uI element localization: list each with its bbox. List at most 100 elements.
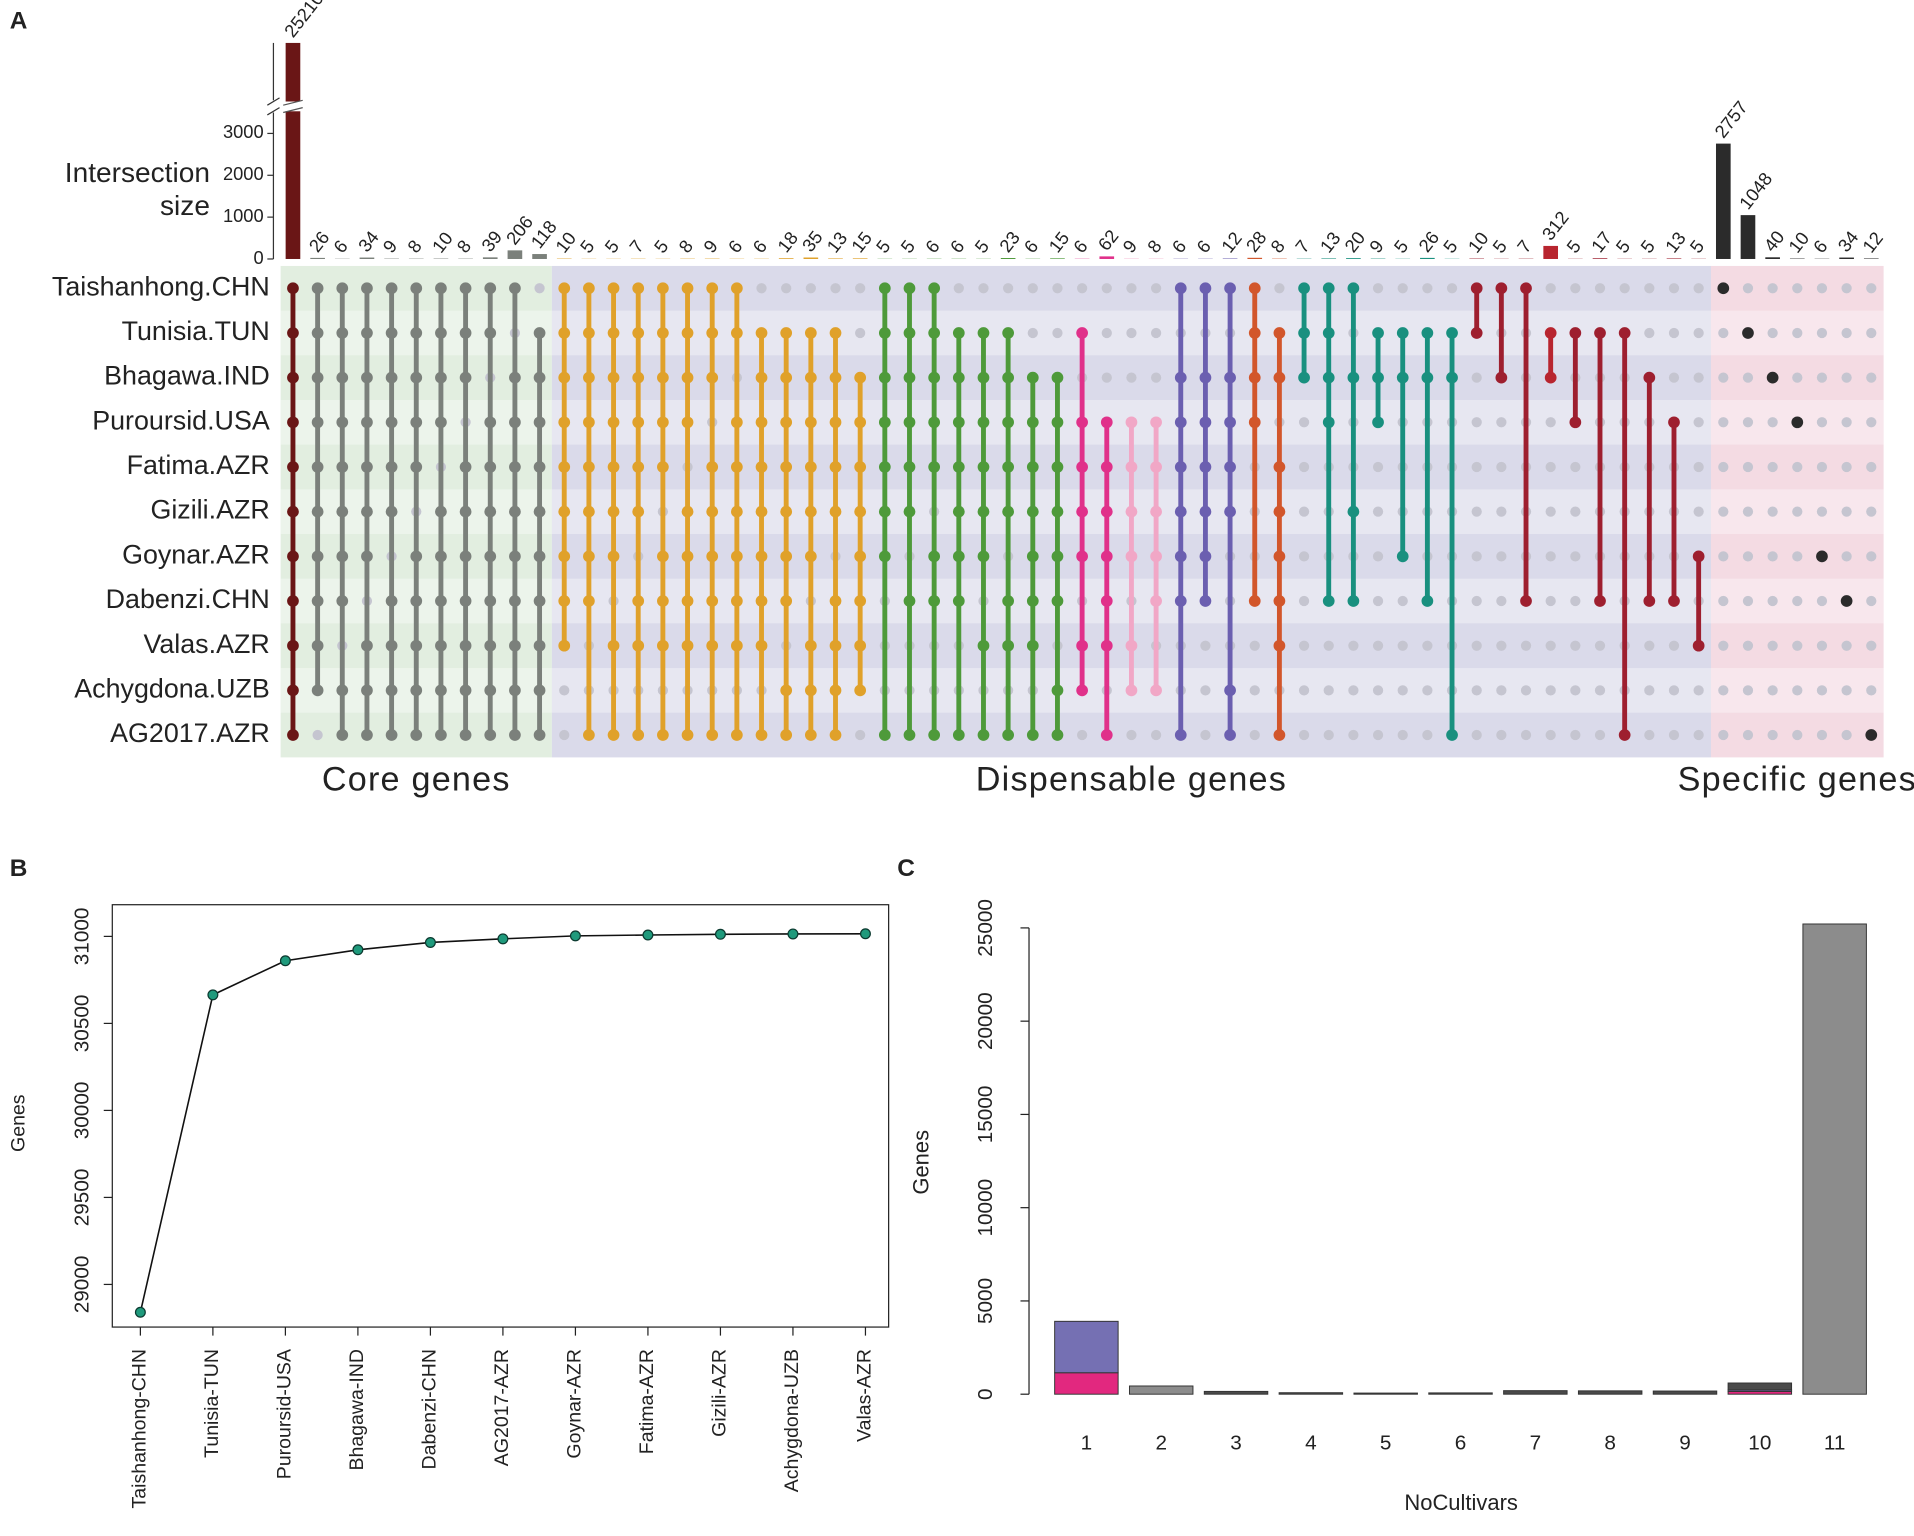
member-dot <box>706 327 719 339</box>
bar-label: 12 <box>1858 228 1887 257</box>
member-dot <box>459 505 472 518</box>
bar <box>852 258 868 259</box>
empty-dot <box>1841 372 1852 383</box>
member-dot <box>484 505 497 518</box>
empty-dot <box>1668 640 1680 651</box>
empty-dot <box>1792 640 1803 651</box>
member-dot <box>385 595 398 607</box>
member-dot <box>1396 371 1409 384</box>
member-dot <box>829 639 842 652</box>
member-dot <box>1446 729 1458 741</box>
member-dot <box>928 461 941 473</box>
empty-dot <box>1866 417 1877 428</box>
member-dot <box>583 327 595 339</box>
empty-dot <box>1718 640 1729 651</box>
member-dot <box>558 327 571 339</box>
empty-dot <box>1792 729 1803 741</box>
bar-label: 9 <box>1365 236 1388 257</box>
empty-dot <box>1298 640 1310 651</box>
empty-dot <box>1841 327 1852 339</box>
member-dot <box>583 595 595 607</box>
member-dot <box>1002 729 1014 741</box>
member-dot <box>1520 282 1532 295</box>
member-dot <box>311 639 324 652</box>
empty-dot <box>559 729 570 741</box>
bar <box>1592 258 1608 259</box>
empty-dot <box>1471 685 1482 696</box>
empty-dot <box>1372 685 1384 696</box>
empty-dot <box>1372 283 1384 294</box>
member-dot <box>435 639 447 652</box>
set-label: Fatima.AZR <box>127 450 270 480</box>
y-tick-label: 29500 <box>70 1169 93 1227</box>
member-dot <box>287 416 299 429</box>
member-dot <box>1224 416 1236 429</box>
member-dot <box>1076 550 1088 563</box>
member-dot <box>1125 550 1138 563</box>
empty-dot <box>1816 506 1828 517</box>
bar-segment <box>1802 923 1867 1395</box>
member-dot <box>509 639 521 652</box>
member-dot <box>1076 505 1088 518</box>
member-dot <box>632 371 645 384</box>
x-tick-label: Bhagawa-IND <box>346 1349 368 1470</box>
empty-dot <box>1644 685 1655 696</box>
empty-dot <box>1298 595 1310 607</box>
member-dot <box>681 550 694 563</box>
x-tick-label: Tunisia-TUN <box>201 1349 223 1458</box>
member-dot <box>706 729 719 741</box>
member-dot <box>977 416 990 429</box>
member-dot <box>361 371 373 384</box>
bar-label: 5 <box>650 236 673 257</box>
bar <box>1321 258 1337 259</box>
member-dot <box>1273 550 1286 563</box>
bar <box>1099 256 1115 259</box>
set-label: AG2017.AZR <box>110 718 270 748</box>
empty-dot <box>1471 595 1482 607</box>
member-dot <box>1692 639 1705 652</box>
member-dot <box>1668 595 1680 607</box>
y-axis-label: Intersection size <box>64 156 210 222</box>
member-dot <box>558 371 571 384</box>
bar-label: 6 <box>1069 236 1092 257</box>
member-dot <box>509 416 521 429</box>
member-dot <box>854 371 867 384</box>
bar-label: 7 <box>1291 236 1314 257</box>
empty-dot <box>1718 461 1729 473</box>
member-dot <box>854 505 867 518</box>
member-dot <box>1026 729 1039 741</box>
member-dot <box>361 327 373 339</box>
bar-label: 5 <box>576 236 599 257</box>
member-dot <box>311 505 324 518</box>
empty-dot <box>1496 461 1507 473</box>
empty-dot <box>1767 327 1778 339</box>
member-dot <box>1174 416 1187 429</box>
panel-letter: B <box>10 855 28 882</box>
y-tick-label: 0 <box>253 247 263 268</box>
empty-dot <box>1150 372 1162 383</box>
member-dot <box>1199 505 1212 518</box>
member-dot <box>583 371 595 384</box>
member-dot <box>435 505 447 518</box>
empty-dot <box>1767 417 1778 428</box>
empty-dot <box>1841 461 1852 473</box>
member-dot <box>657 550 669 563</box>
member-dot <box>706 282 719 295</box>
empty-dot <box>1767 640 1778 651</box>
bar-label: 9 <box>699 236 722 257</box>
empty-dot <box>1496 640 1507 651</box>
empty-dot <box>1298 551 1310 562</box>
empty-dot <box>1471 729 1482 741</box>
member-dot <box>484 550 497 563</box>
member-dot <box>435 550 447 563</box>
empty-dot <box>1348 640 1359 651</box>
member-dot <box>878 505 891 518</box>
empty-dot <box>1101 372 1112 383</box>
y-tick-label: 3000 <box>223 121 264 142</box>
empty-dot <box>1742 729 1754 741</box>
empty-dot <box>1866 595 1877 607</box>
member-dot <box>1248 327 1261 339</box>
bar-label: 39 <box>477 226 506 255</box>
member-dot <box>459 550 472 563</box>
y-tick-label: 10000 <box>974 1179 997 1237</box>
